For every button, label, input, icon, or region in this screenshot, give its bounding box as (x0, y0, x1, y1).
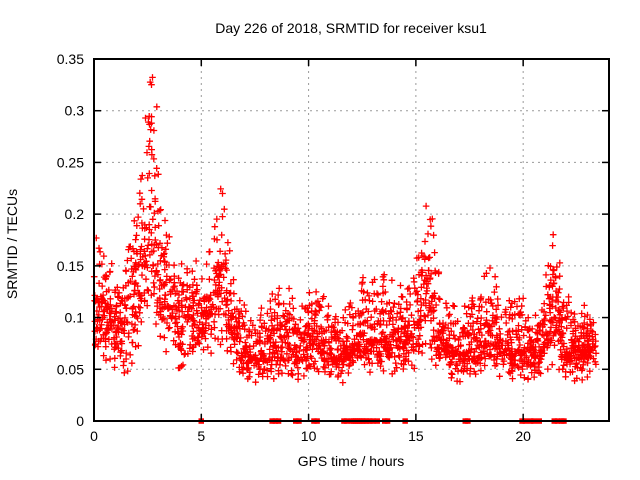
x-tick-label: 0 (90, 428, 98, 444)
tick-labels: 0 5 10 15 20 0 0.05 0.1 0.15 0.2 0.25 0.3 0.35 (57, 51, 531, 444)
y-tick-label: 0.05 (57, 361, 84, 377)
y-tick-label: 0.35 (57, 51, 84, 67)
y-tick-label: 0 (76, 413, 84, 429)
x-tick-label: 20 (515, 428, 531, 444)
x-tick-label: 10 (301, 428, 317, 444)
x-axis-label: GPS time / hours (298, 453, 405, 469)
scatter-points (90, 74, 600, 386)
plot-border-and-ticks (93, 58, 610, 422)
y-tick-label: 0.15 (57, 258, 84, 274)
x-tick-label: 5 (197, 428, 205, 444)
chart-title: Day 226 of 2018, SRMTID for receiver ksu… (215, 20, 487, 36)
y-tick-label: 0.2 (65, 206, 85, 222)
plot-border (93, 58, 610, 422)
y-tick-label: 0.3 (65, 103, 85, 119)
x-tick-label: 15 (408, 428, 424, 444)
plus-markers (90, 74, 600, 386)
y-axis-label: SRMTID / TECUs (4, 189, 20, 299)
y-tick-label: 0.1 (65, 310, 85, 326)
y-tick-label: 0.25 (57, 154, 84, 170)
